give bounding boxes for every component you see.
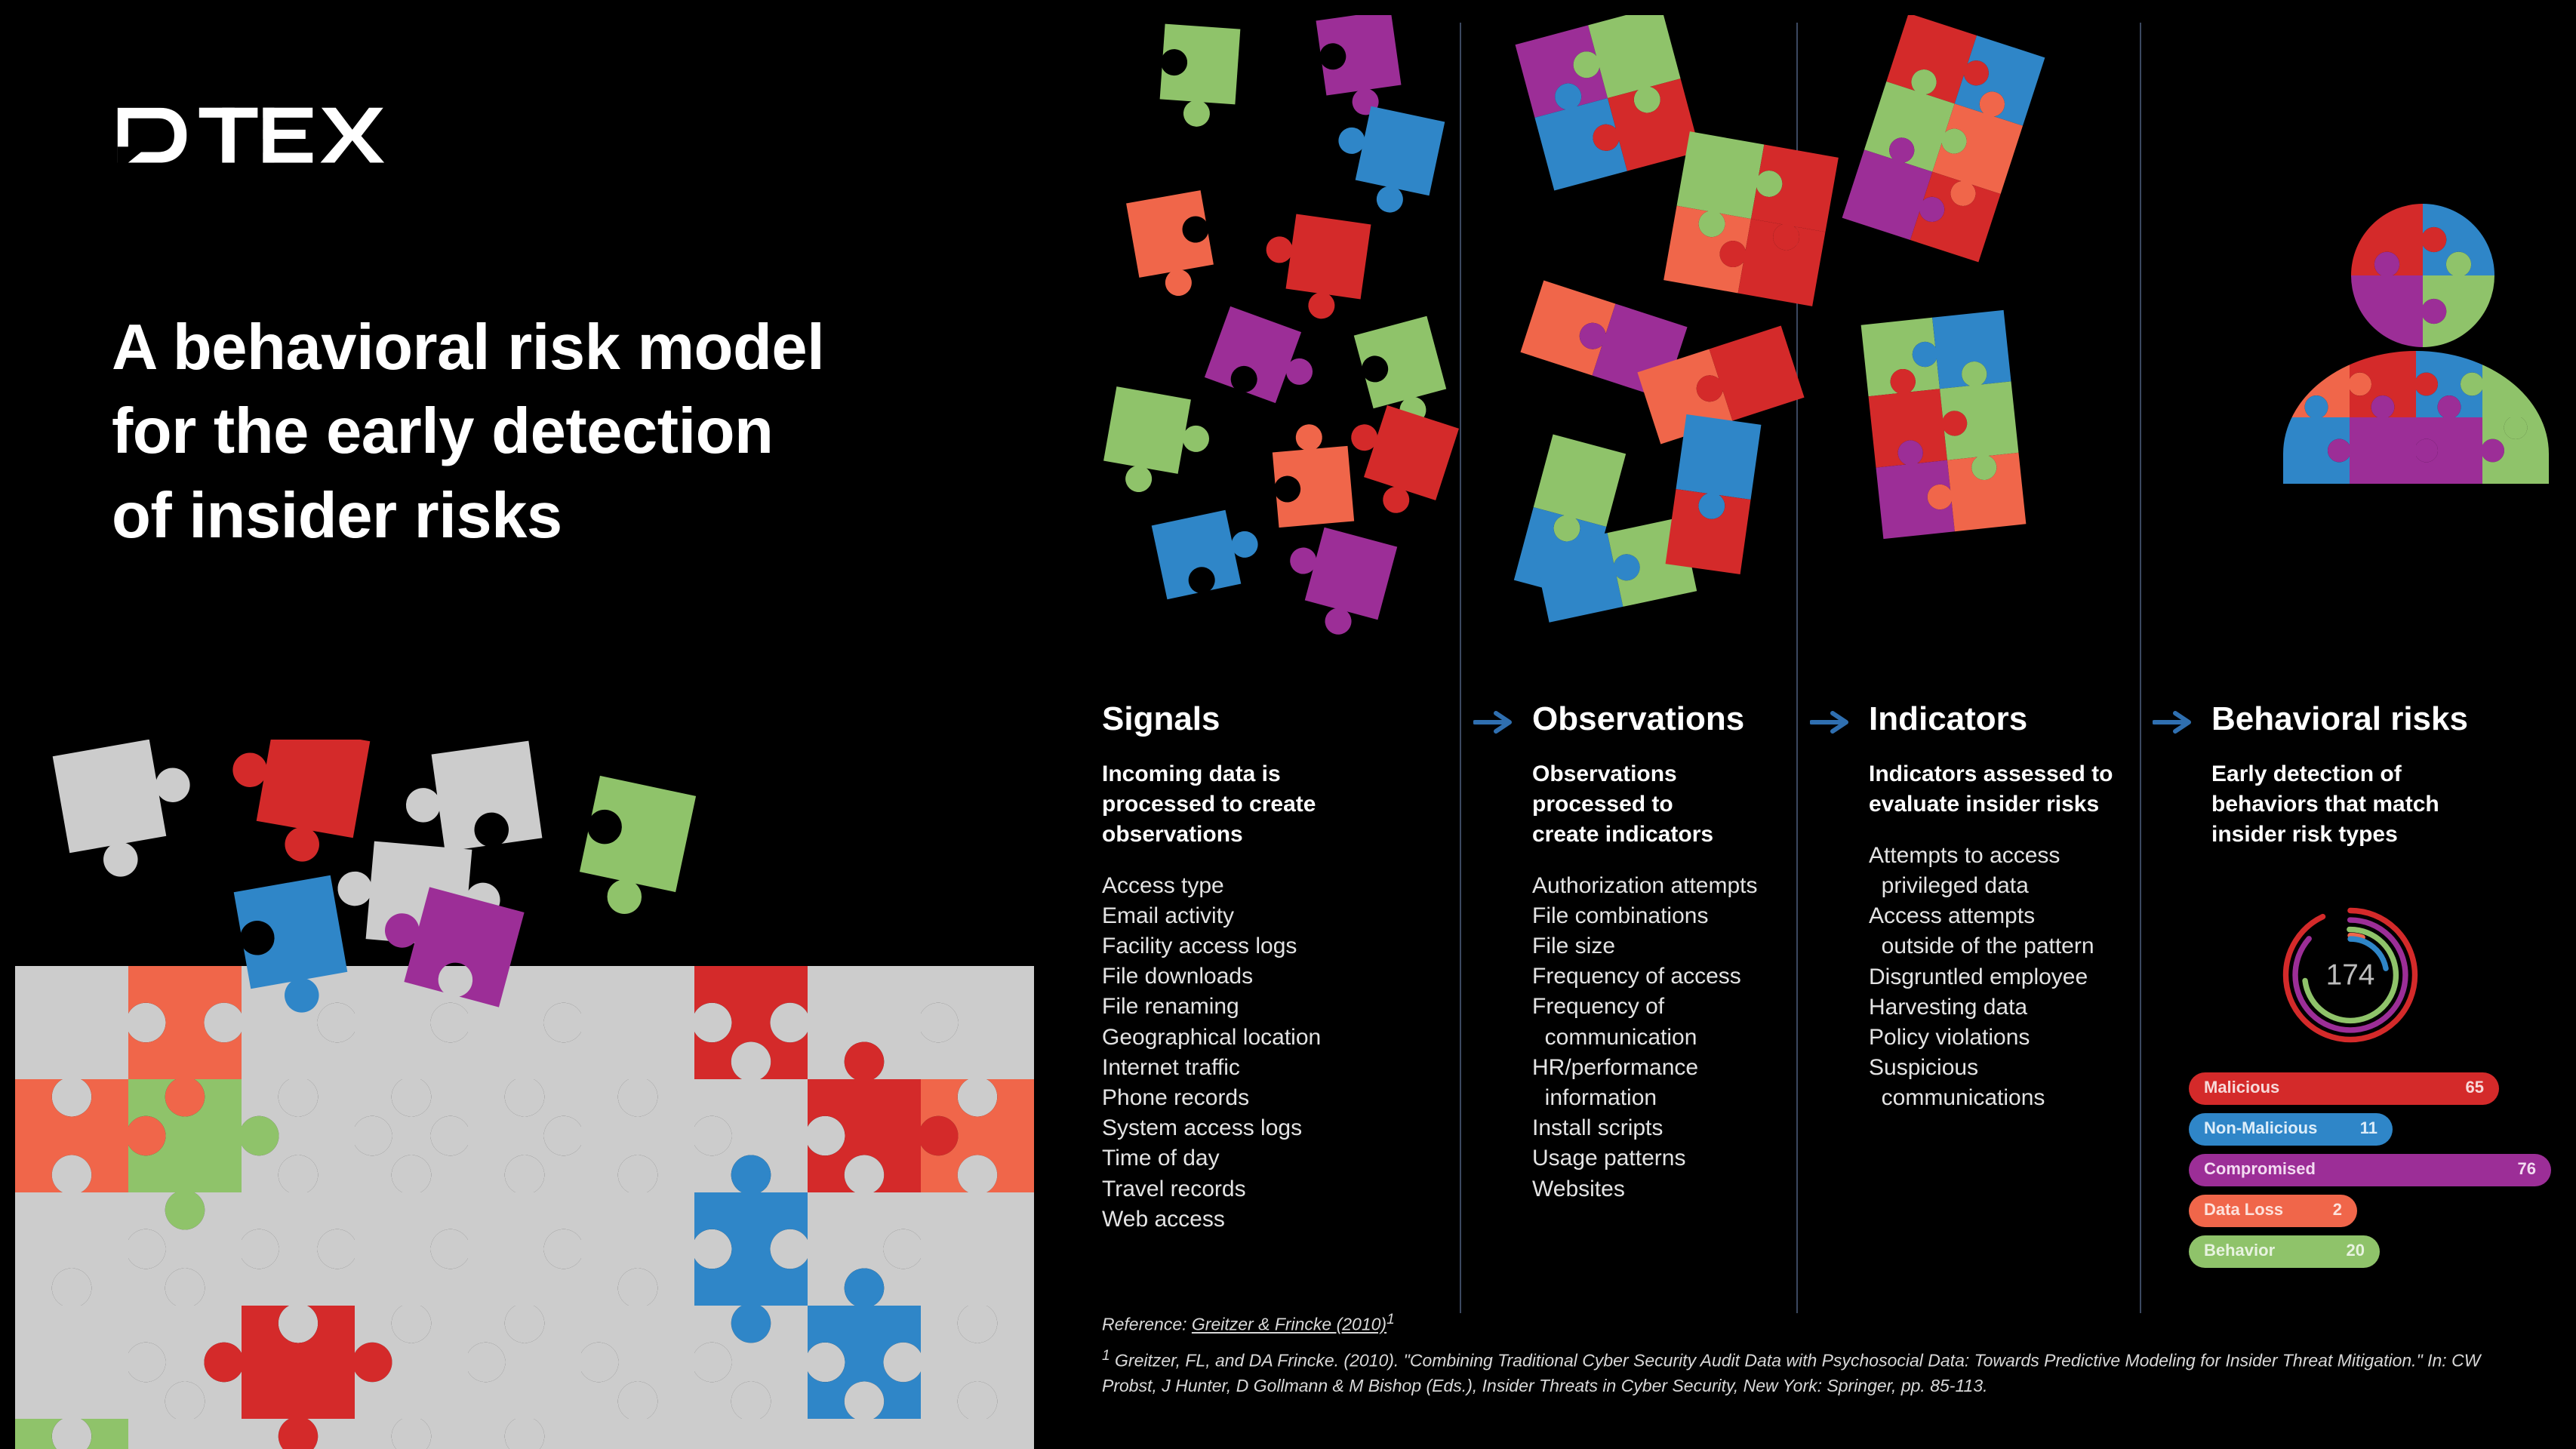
- svg-text:174: 174: [2326, 959, 2375, 992]
